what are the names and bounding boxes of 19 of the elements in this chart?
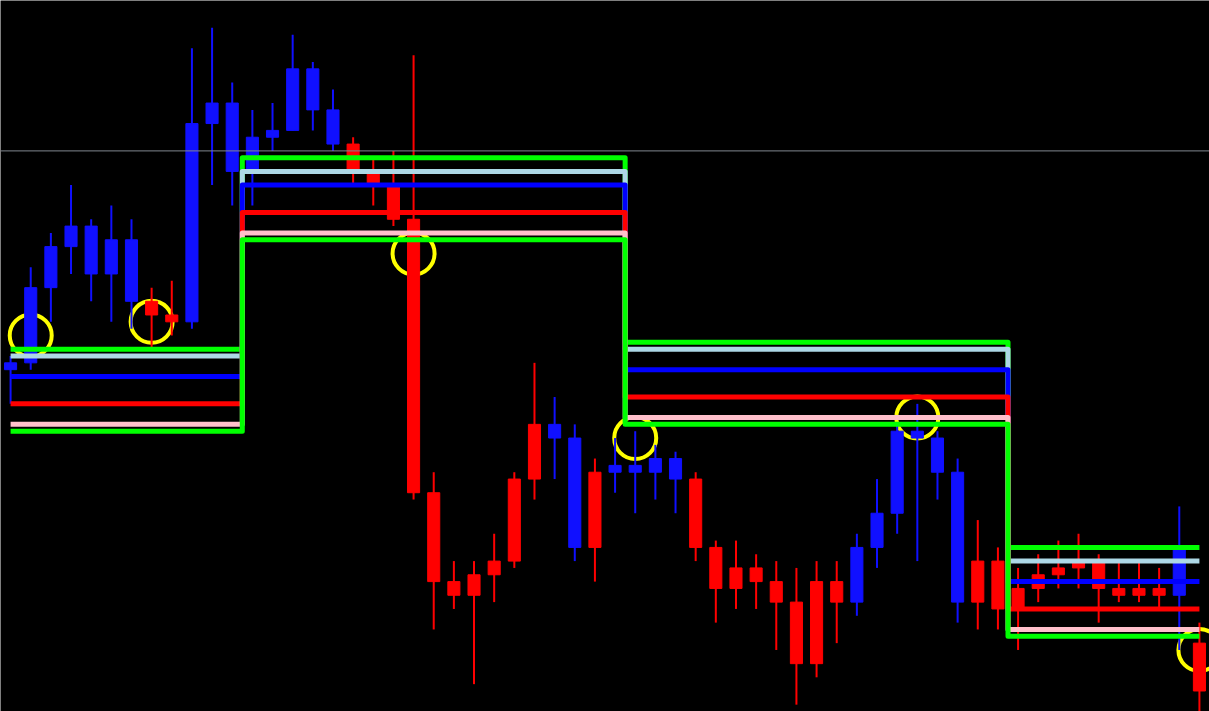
candlestick <box>64 184 78 275</box>
candlestick <box>729 539 743 610</box>
candlestick <box>668 450 683 515</box>
candlestick <box>910 402 924 563</box>
candlestick <box>548 396 562 481</box>
candlestick <box>447 560 461 610</box>
candlestick <box>1051 539 1065 590</box>
candlestick <box>608 437 622 494</box>
candlestick <box>487 532 501 604</box>
candlestick <box>830 560 844 645</box>
candlestick <box>648 443 662 501</box>
candlestick <box>769 560 783 651</box>
candlestick <box>749 553 763 610</box>
candlestick <box>4 355 18 405</box>
candlestick <box>165 279 179 337</box>
candlestick <box>205 26 219 187</box>
candlestick <box>628 430 642 515</box>
candlestick <box>467 560 481 686</box>
candlestick <box>265 102 280 152</box>
